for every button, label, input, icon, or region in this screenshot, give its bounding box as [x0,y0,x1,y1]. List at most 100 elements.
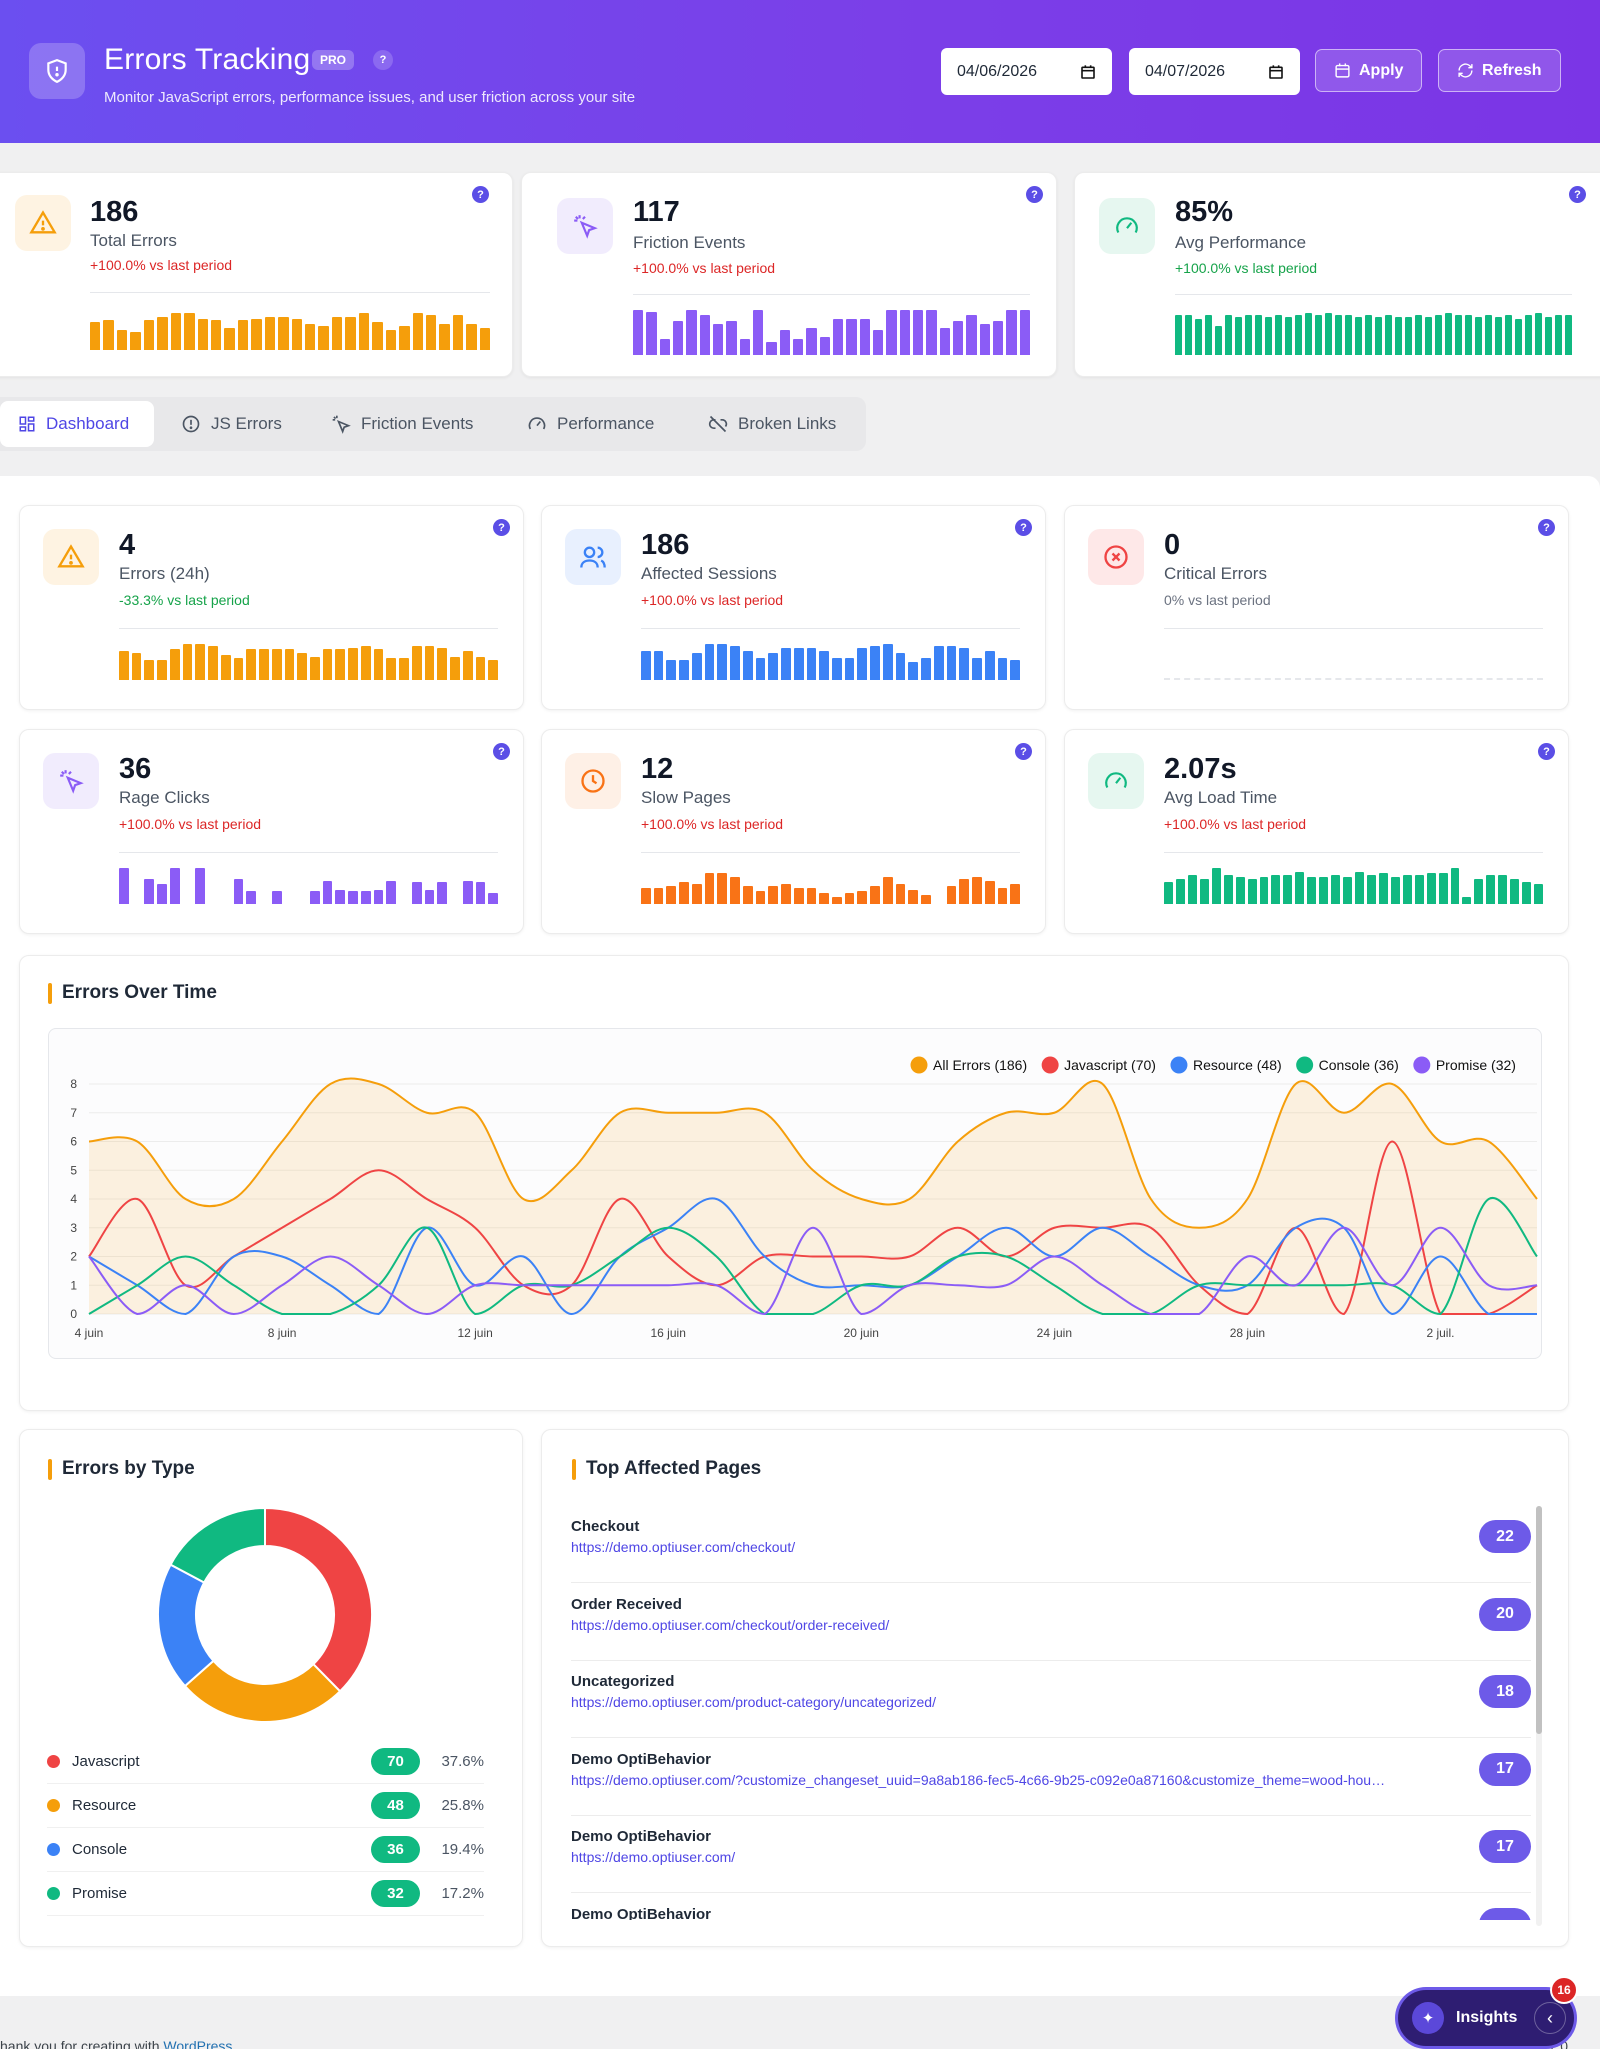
chevron-left-icon[interactable]: ‹ [1534,2002,1566,2034]
spark-bar [793,887,804,904]
spark-bar [959,647,970,680]
spark-bar [633,310,644,355]
help-icon[interactable]: ? [1538,743,1555,760]
stat-label: Friction Events [633,233,746,252]
spark-bar [479,327,491,350]
affected-page-row[interactable]: Demo OptiBehavior [571,1894,1531,1920]
spark-bar [208,645,218,680]
spark-bar [1402,875,1412,904]
refresh-button[interactable]: Refresh [1438,49,1561,92]
spark-bar [933,645,944,680]
spark-bar [686,310,697,355]
spark-bar [475,656,486,680]
help-icon[interactable]: ? [472,186,489,203]
tab-friction-events[interactable]: Friction Events [313,401,491,447]
spark-bar [1438,873,1448,904]
warning-icon [43,529,99,585]
spark-bar [411,882,422,904]
date-from-input[interactable]: 04/06/2026 [941,48,1112,95]
spark-bar [641,887,651,904]
spark-bar [1335,315,1342,355]
spark-bar [895,884,906,904]
donut-slice-resource[interactable] [183,1659,342,1723]
help-icon[interactable]: ? [493,519,510,536]
spark-bar [1510,878,1520,904]
tab-js-errors[interactable]: JS Errors [163,401,300,447]
spark-bar [143,320,155,350]
calendar-icon[interactable] [1268,64,1284,80]
spark-bar [360,891,371,904]
spark-bar [717,873,728,904]
spark-bar [1345,315,1352,355]
spark-bar [437,647,448,680]
spark-bar [1175,878,1185,904]
apply-label: Apply [1359,61,1404,79]
spark-bar [1215,325,1222,355]
spark-bar [984,880,995,904]
spark-bar [170,313,182,350]
tab-broken-links[interactable]: Broken Links [690,401,854,447]
kpi-value: 36 [119,753,152,785]
spark-bar [1235,317,1242,355]
page-url-link[interactable]: https://demo.optiuser.com/?customize_cha… [571,1771,1386,1788]
donut-slice-console[interactable] [157,1563,215,1688]
page-title: Errors Tracking [104,43,311,76]
x-tick-label: 28 juin [1230,1326,1265,1340]
spark-bar [832,896,842,904]
page-url-link[interactable]: https://demo.optiuser.com/checkout/ [571,1539,796,1555]
y-tick-label: 0 [70,1307,77,1321]
clock-icon [565,753,621,809]
donut-slice-promise[interactable] [169,1506,266,1584]
spark-bar [1319,877,1329,904]
kpi-change: -33.3% vs last period [119,592,250,608]
spark-bar [1515,319,1522,355]
spark-bar [752,310,764,355]
donut-slice-javascript[interactable] [264,1506,373,1693]
scrollbar-thumb[interactable] [1536,1506,1542,1734]
spark-bar [259,649,269,680]
affected-page-row[interactable]: Demo OptiBehavior https://demo.optiuser.… [571,1739,1531,1816]
top-pages-card: Top Affected Pages [541,1429,1569,1947]
help-icon[interactable]: ? [493,743,510,760]
affected-page-row[interactable]: Uncategorized https://demo.optiuser.com/… [571,1661,1531,1738]
spark-bar [641,651,651,680]
tab-performance[interactable]: Performance [509,401,672,447]
page-error-count: 18 [1479,1675,1531,1708]
series-line-all [88,1077,1538,1229]
help-icon[interactable]: ? [373,50,393,70]
spark-bar [1465,315,1472,355]
help-icon[interactable]: ? [1569,186,1586,203]
spark-bar [1455,315,1462,355]
help-icon[interactable]: ? [1026,186,1043,203]
spark-bar [939,328,950,355]
page-url-link[interactable]: https://demo.optiuser.com/checkout/order… [571,1616,890,1633]
affected-page-row[interactable]: Demo OptiBehavior https://demo.optiuser.… [571,1816,1531,1893]
legend-dot [47,1887,60,1900]
kpi-card-critical-errors: 0 Critical Errors 0% vs last period ? [1064,505,1569,710]
page-url-link[interactable]: https://demo.optiuser.com/ [571,1849,736,1865]
y-tick-label: 3 [70,1221,77,1235]
divider [641,852,1020,853]
spark-bar [1185,315,1192,355]
spark-bar [264,316,276,350]
apply-button[interactable]: Apply [1315,49,1423,92]
help-icon[interactable]: ? [1538,519,1555,536]
affected-page-row[interactable]: Order Received https://demo.optiuser.com… [571,1584,1531,1661]
calendar-icon[interactable] [1080,64,1096,80]
affected-page-row[interactable]: Checkout https://demo.optiuser.com/check… [571,1506,1531,1583]
spark-bar [755,891,766,904]
kpi-card-slow-pages: 12 Slow Pages +100.0% vs last period ? [541,729,1046,934]
scrollbar-track[interactable] [1536,1506,1542,1926]
tab-dashboard[interactable]: Dashboard [0,401,154,447]
spark-bar [1426,873,1436,904]
page-url-link[interactable]: https://demo.optiuser.com/product-catego… [571,1694,936,1710]
help-icon[interactable]: ? [1015,743,1032,760]
spark-bar [886,310,897,355]
date-to-input[interactable]: 04/07/2026 [1129,48,1300,95]
spark-bar [246,649,257,680]
spark-bar [717,644,728,680]
wordpress-link[interactable]: WordPress [163,2038,233,2049]
help-icon[interactable]: ? [1015,519,1032,536]
insights-button[interactable]: ✦ Insights ‹ 16 [1398,1976,1578,2046]
spark-bar [979,323,990,355]
